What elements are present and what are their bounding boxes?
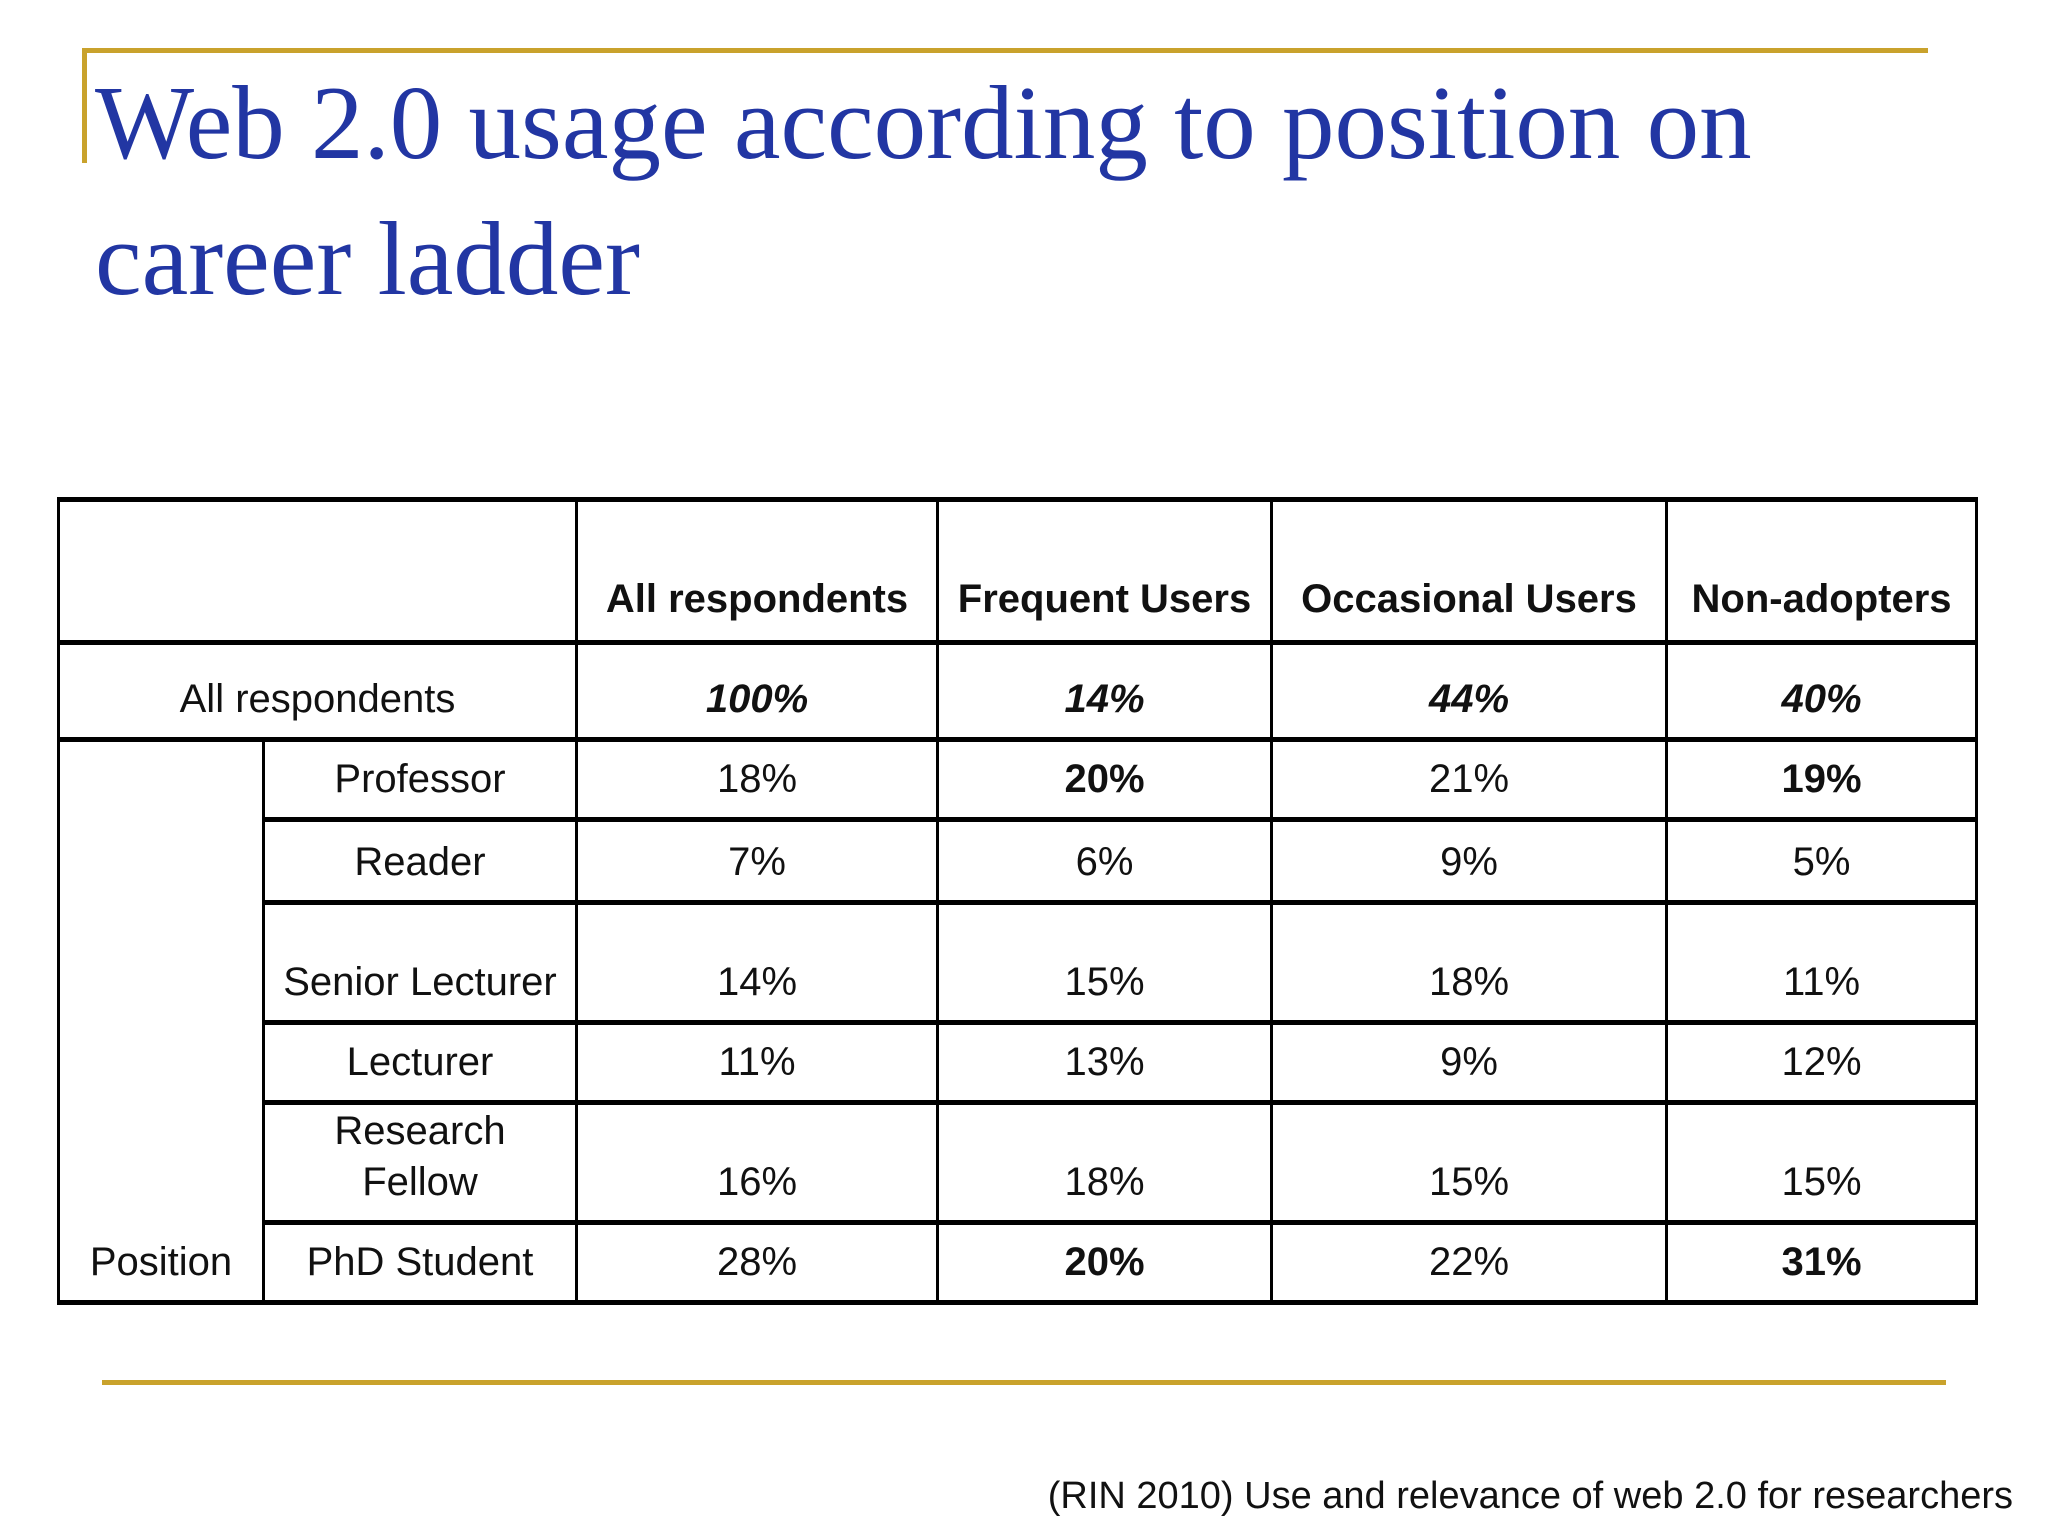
usage-table: All respondents Frequent Users Occasiona… (57, 497, 1978, 1305)
cell-value: 19% (1665, 737, 1978, 822)
cell-value: 9% (1270, 817, 1668, 905)
citation-text: (RIN 2010) Use and relevance of web 2.0 … (1047, 1475, 2013, 1517)
summary-value: 44% (1270, 640, 1668, 742)
row-label: Lecturer (262, 1020, 578, 1105)
table-row-reader: Reader 7% 6% 9% 5% (59, 817, 1978, 905)
cell-value: 13% (936, 1020, 1273, 1105)
table-row-senior-lecturer: Senior Lecturer 14% 15% 18% 11% (59, 900, 1978, 1025)
cell-value: 31% (1665, 1220, 1978, 1305)
cell-value: 16% (575, 1100, 939, 1225)
cell-value: 18% (575, 737, 939, 822)
cell-value: 28% (575, 1220, 939, 1305)
cell-value: 18% (1270, 900, 1668, 1025)
slide-title: Web 2.0 usage according to position on c… (95, 55, 1875, 327)
cell-value: 18% (936, 1100, 1273, 1225)
summary-value: 100% (575, 640, 939, 742)
title-accent-top-line (82, 48, 1928, 53)
title-accent-left-line (82, 48, 87, 163)
cell-value: 11% (575, 1020, 939, 1105)
cell-value: 9% (1270, 1020, 1668, 1105)
cell-value: 20% (936, 1220, 1273, 1305)
column-header-non-adopters: Non-adopters (1665, 497, 1978, 645)
cell-value: 21% (1270, 737, 1668, 822)
cell-value: 22% (1270, 1220, 1668, 1305)
cell-value: 15% (1270, 1100, 1668, 1225)
cell-value: 15% (1665, 1100, 1978, 1225)
table-row-phd-student: PhD Student 28% 20% 22% 31% (59, 1220, 1978, 1305)
cell-value: 5% (1665, 817, 1978, 905)
column-header-occasional-users: Occasional Users (1270, 497, 1668, 645)
cell-value: 11% (1665, 900, 1978, 1025)
cell-value: 15% (936, 900, 1273, 1025)
position-group-label: Position (57, 737, 265, 1305)
column-header-frequent-users: Frequent Users (936, 497, 1273, 645)
footer-accent-line (102, 1380, 1946, 1385)
cell-value: 20% (936, 737, 1273, 822)
corner-cell (57, 497, 578, 645)
table-row-professor: Position Professor 18% 20% 21% 19% (57, 737, 1978, 1305)
summary-value: 40% (1665, 640, 1978, 742)
row-label: PhD Student (262, 1220, 578, 1305)
row-label: Senior Lecturer (262, 900, 578, 1025)
table-header-row: All respondents Frequent Users Occasiona… (57, 497, 1978, 645)
summary-value: 14% (936, 640, 1273, 742)
table-row-lecturer: Lecturer 11% 13% 9% 12% (59, 1020, 1978, 1105)
row-label: Professor (262, 737, 578, 822)
cell-value: 14% (575, 900, 939, 1025)
cell-value: 12% (1665, 1020, 1978, 1105)
slide-title-line1: Web 2.0 usage according to position on (95, 64, 1752, 181)
cell-value: 6% (936, 817, 1273, 905)
row-label: Reader (262, 817, 578, 905)
summary-row: All respondents 100% 14% 44% 40% (57, 640, 1978, 742)
summary-row-label: All respondents (57, 640, 578, 742)
column-header-all-respondents: All respondents (575, 497, 939, 645)
row-label: Research Fellow (262, 1100, 578, 1225)
cell-value: 7% (575, 817, 939, 905)
table-row-research-fellow: Research Fellow 16% 18% 15% 15% (59, 1100, 1978, 1225)
slide-title-line2: career ladder (95, 200, 640, 317)
